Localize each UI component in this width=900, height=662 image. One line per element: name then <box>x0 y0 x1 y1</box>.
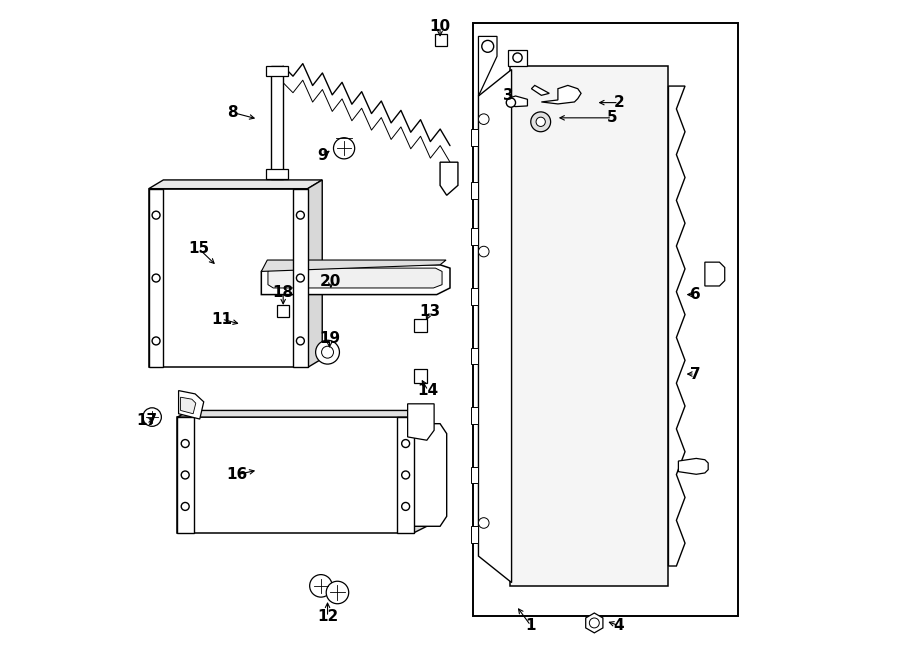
Text: 20: 20 <box>320 274 341 289</box>
Circle shape <box>479 246 489 257</box>
Polygon shape <box>479 36 497 96</box>
Text: 19: 19 <box>319 332 340 346</box>
Polygon shape <box>261 260 446 271</box>
Text: 16: 16 <box>226 467 248 482</box>
Text: 2: 2 <box>614 95 625 110</box>
Circle shape <box>536 117 545 126</box>
Polygon shape <box>531 85 549 95</box>
Polygon shape <box>261 265 450 295</box>
Circle shape <box>507 98 516 107</box>
Bar <box>397 417 414 533</box>
Circle shape <box>531 112 551 132</box>
Polygon shape <box>471 129 479 146</box>
Polygon shape <box>471 467 479 483</box>
Text: 3: 3 <box>503 89 514 103</box>
Polygon shape <box>471 228 479 245</box>
Polygon shape <box>586 613 603 633</box>
Polygon shape <box>479 70 511 583</box>
Polygon shape <box>471 526 479 543</box>
Circle shape <box>310 575 332 597</box>
Circle shape <box>296 274 304 282</box>
Polygon shape <box>148 180 322 189</box>
Polygon shape <box>471 348 479 364</box>
Circle shape <box>482 40 494 52</box>
Polygon shape <box>308 180 322 367</box>
Text: 18: 18 <box>273 285 293 300</box>
Bar <box>436 34 447 46</box>
Polygon shape <box>440 162 458 195</box>
Circle shape <box>181 471 189 479</box>
Circle shape <box>590 618 599 628</box>
Polygon shape <box>471 288 479 305</box>
Polygon shape <box>471 407 479 424</box>
Polygon shape <box>408 404 434 440</box>
Text: 11: 11 <box>212 312 232 326</box>
Circle shape <box>181 440 189 448</box>
Bar <box>293 189 308 367</box>
Text: 7: 7 <box>689 367 700 381</box>
Polygon shape <box>679 458 708 474</box>
Circle shape <box>479 518 489 528</box>
Polygon shape <box>177 410 427 417</box>
Polygon shape <box>178 391 203 419</box>
Text: 8: 8 <box>228 105 238 120</box>
Circle shape <box>152 211 160 219</box>
Circle shape <box>316 340 339 364</box>
Bar <box>148 189 164 367</box>
Bar <box>414 369 427 383</box>
Text: 17: 17 <box>136 413 158 428</box>
Bar <box>277 305 289 317</box>
Polygon shape <box>542 85 581 104</box>
Polygon shape <box>414 424 446 526</box>
Polygon shape <box>271 66 284 179</box>
Circle shape <box>513 53 522 62</box>
Polygon shape <box>509 66 669 586</box>
Bar <box>177 417 194 533</box>
Polygon shape <box>266 66 288 76</box>
Text: 13: 13 <box>419 304 441 318</box>
Bar <box>414 319 427 332</box>
Polygon shape <box>181 397 196 414</box>
Circle shape <box>296 337 304 345</box>
Text: 14: 14 <box>418 383 438 398</box>
Text: 15: 15 <box>188 241 209 256</box>
Text: 6: 6 <box>689 287 700 302</box>
Polygon shape <box>148 189 308 367</box>
Circle shape <box>401 502 410 510</box>
Polygon shape <box>508 96 527 107</box>
Polygon shape <box>508 50 526 66</box>
Circle shape <box>321 346 334 358</box>
Polygon shape <box>268 268 442 288</box>
Text: 12: 12 <box>317 610 338 624</box>
Circle shape <box>334 138 355 159</box>
Polygon shape <box>414 410 427 533</box>
Polygon shape <box>177 417 414 533</box>
Circle shape <box>401 471 410 479</box>
Text: 4: 4 <box>614 618 624 633</box>
Polygon shape <box>705 262 725 286</box>
Polygon shape <box>266 169 288 179</box>
Circle shape <box>296 211 304 219</box>
Circle shape <box>152 274 160 282</box>
Text: 10: 10 <box>429 19 451 34</box>
Circle shape <box>181 502 189 510</box>
Circle shape <box>479 114 489 124</box>
Bar <box>473 23 738 616</box>
Circle shape <box>143 408 161 426</box>
Polygon shape <box>471 182 479 199</box>
Circle shape <box>326 581 348 604</box>
Circle shape <box>152 337 160 345</box>
Text: 9: 9 <box>318 148 328 163</box>
Text: 1: 1 <box>526 618 536 633</box>
Circle shape <box>401 440 410 448</box>
Text: 5: 5 <box>607 111 617 125</box>
Polygon shape <box>669 86 685 566</box>
